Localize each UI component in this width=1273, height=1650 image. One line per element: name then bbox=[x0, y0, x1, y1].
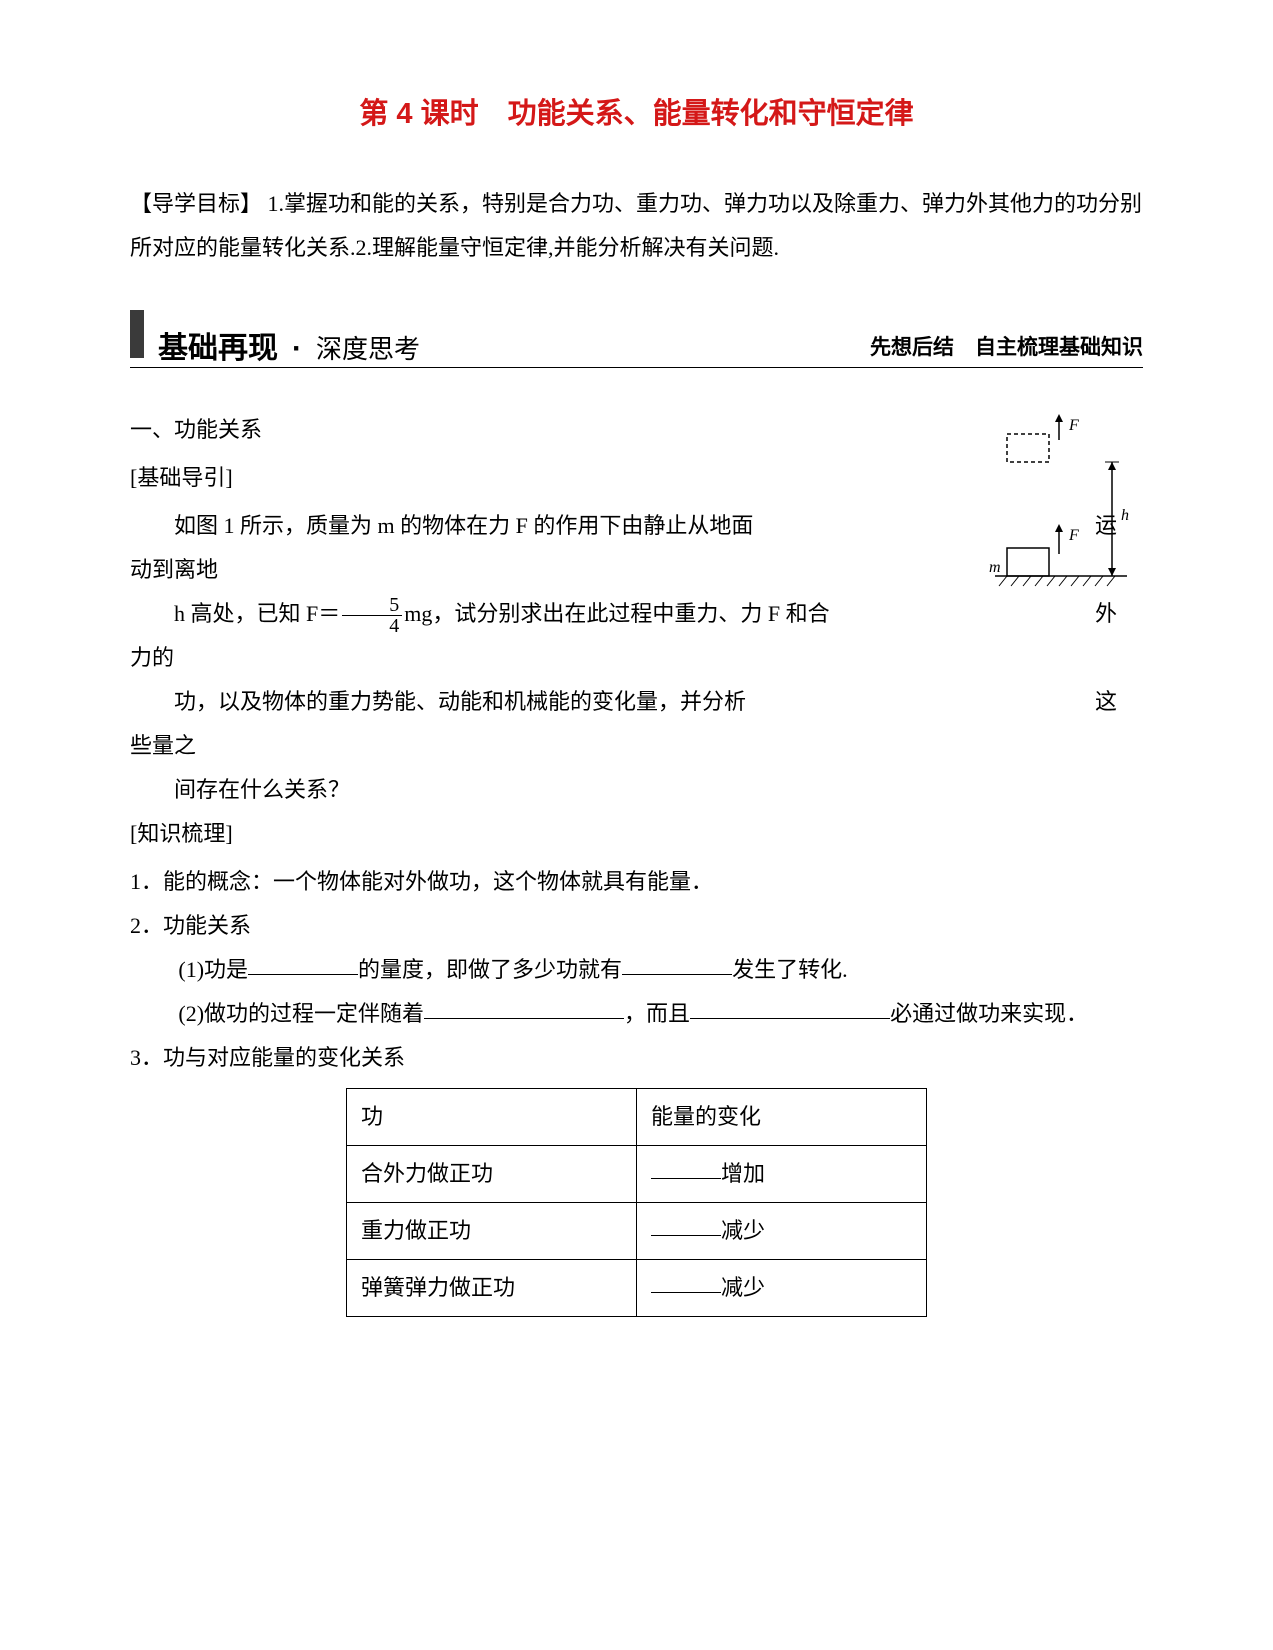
text-span: 增加 bbox=[721, 1161, 765, 1186]
dashed-box-icon bbox=[1007, 434, 1049, 462]
para-line: 些量之 bbox=[130, 724, 1143, 768]
banner-tab-icon bbox=[130, 310, 144, 358]
subheading-knowledge: [知识梳理] bbox=[130, 812, 1143, 856]
table-cell: 重力做正功 bbox=[347, 1203, 637, 1260]
table-cell: 合外力做正功 bbox=[347, 1146, 637, 1203]
bracket-open: 【 bbox=[130, 191, 152, 216]
para-line: 间存在什么关系？ bbox=[130, 768, 1143, 812]
text-span: mg，试分别求出在此过程中重力、力 F 和合 bbox=[404, 601, 829, 626]
text-span: 减少 bbox=[721, 1218, 765, 1243]
label-m: m bbox=[989, 559, 1001, 576]
banner-main-label: 基础再现 bbox=[158, 323, 278, 367]
text-span: 功来实现． bbox=[978, 1001, 1088, 1026]
energy-table: 功 能量的变化 合外力做正功 增加 重力做正功 减少 弹簧弹力做正功 减少 bbox=[346, 1088, 927, 1317]
figure-diagram: F m F h bbox=[983, 412, 1143, 597]
text-span: 必通过做 bbox=[890, 1001, 978, 1026]
table-row: 功 能量的变化 bbox=[347, 1089, 927, 1146]
physics-figure-svg: F m F h bbox=[983, 412, 1143, 597]
fraction-numerator: 5 bbox=[342, 595, 402, 616]
table-row: 合外力做正功 增加 bbox=[347, 1146, 927, 1203]
banner-right-caption: 先想后结 自主梳理基础知识 bbox=[870, 331, 1143, 361]
fraction: 54 bbox=[342, 595, 402, 636]
fill-blank[interactable] bbox=[651, 1157, 721, 1179]
text-span: h 高处，已知 F＝ bbox=[174, 601, 340, 626]
table-cell: 减少 bbox=[637, 1260, 927, 1317]
list-item: 3．功与对应能量的变化关系 bbox=[130, 1036, 1143, 1080]
text-tail: 外 bbox=[1095, 601, 1117, 626]
arrowhead-lower-icon bbox=[1055, 524, 1063, 532]
table-row: 重力做正功 减少 bbox=[347, 1203, 927, 1260]
text-tail: 这 bbox=[1095, 689, 1117, 714]
text-span: 功，以及物体的重力势能、动能和机械能的变化量，并分析 bbox=[174, 689, 746, 714]
text-span: (2)做功的过程一定伴随着 bbox=[178, 1001, 424, 1026]
solid-box-icon bbox=[1007, 548, 1049, 576]
table-row: 弹簧弹力做正功 减少 bbox=[347, 1260, 927, 1317]
arrowhead-icon bbox=[1055, 414, 1063, 422]
para-line: 力的 bbox=[130, 636, 1143, 680]
section-banner: 基础再现 · 深度思考 先想后结 自主梳理基础知识 bbox=[130, 310, 1143, 368]
banner-sub-label: 深度思考 bbox=[316, 329, 420, 366]
page-title: 第 4 课时 功能关系、能量转化和守恒定律 bbox=[130, 90, 1143, 132]
text-span: (1)功是 bbox=[178, 957, 248, 982]
objective-label: 导学目标 bbox=[152, 191, 240, 216]
label-F-lower: F bbox=[1068, 527, 1079, 544]
table-cell: 减少 bbox=[637, 1203, 927, 1260]
fraction-denominator: 4 bbox=[342, 616, 402, 636]
para-line: 功，以及物体的重力势能、动能和机械能的变化量，并分析 这 bbox=[130, 680, 1143, 724]
label-F-upper: F bbox=[1068, 417, 1079, 434]
para-line: h 高处，已知 F＝54mg，试分别求出在此过程中重力、力 F 和合 外 bbox=[130, 592, 1143, 636]
text-span: 减少 bbox=[721, 1275, 765, 1300]
table-header-cell: 功 bbox=[347, 1089, 637, 1146]
list-item: 2．功能关系 bbox=[130, 904, 1143, 948]
fill-blank[interactable] bbox=[424, 997, 624, 1019]
table-cell: 弹簧弹力做正功 bbox=[347, 1260, 637, 1317]
banner-separator-icon: · bbox=[292, 332, 302, 366]
dim-arrow-down-icon bbox=[1108, 568, 1116, 576]
fill-blank[interactable] bbox=[651, 1271, 721, 1293]
text-span: ，而且 bbox=[624, 1001, 690, 1026]
text-span: 的量度，即做了多少功就有 bbox=[358, 957, 622, 982]
content-body: 一、功能关系 [基础导引] F m F bbox=[130, 408, 1143, 1317]
fill-blank[interactable] bbox=[690, 997, 890, 1019]
objective-text: 1.掌握功和能的关系，特别是合力功、重力功、弹力功以及除重力、弹力外其他力的功分… bbox=[130, 191, 1142, 260]
list-subitem: (2)做功的过程一定伴随着 ，而且 必通过做功来实现． bbox=[130, 992, 1143, 1036]
table-header-cell: 能量的变化 bbox=[637, 1089, 927, 1146]
fill-blank[interactable] bbox=[651, 1214, 721, 1236]
label-h: h bbox=[1121, 507, 1129, 524]
text-span: 如图 1 所示，质量为 m 的物体在力 F 的作用下由静止从地面 bbox=[174, 513, 753, 538]
fill-blank[interactable] bbox=[248, 953, 358, 975]
list-item: 1．能的概念：一个物体能对外做功，这个物体就具有能量． bbox=[130, 860, 1143, 904]
bracket-close: 】 bbox=[240, 191, 262, 216]
learning-objective: 【导学目标】 1.掌握功和能的关系，特别是合力功、重力功、弹力功以及除重力、弹力… bbox=[130, 182, 1143, 270]
text-span: 发生了转化. bbox=[732, 957, 848, 982]
dim-arrow-up-icon bbox=[1108, 462, 1116, 470]
list-subitem: (1)功是 的量度，即做了多少功就有 发生了转化. bbox=[130, 948, 1143, 992]
fill-blank[interactable] bbox=[622, 953, 732, 975]
table-cell: 增加 bbox=[637, 1146, 927, 1203]
